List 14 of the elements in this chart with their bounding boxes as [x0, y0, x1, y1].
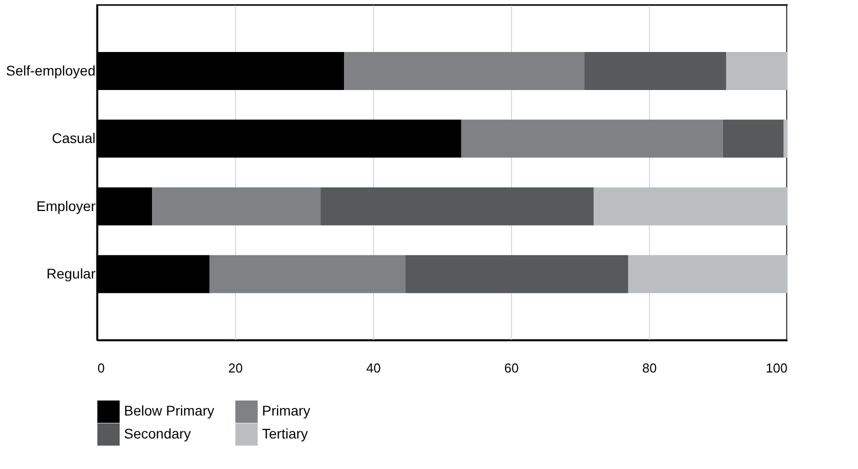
y-tick-label: Casual	[52, 130, 96, 146]
y-tick-label: Regular	[46, 266, 96, 282]
x-tick-label: 60	[504, 360, 519, 376]
legend-label: Secondary	[124, 426, 191, 442]
x-tick-label: 0	[98, 360, 105, 376]
legend-label: Tertiary	[262, 426, 308, 442]
y-tick-label: Employer	[36, 198, 96, 214]
x-tick-label: 80	[642, 360, 657, 376]
legend-label: Below Primary	[124, 402, 214, 419]
x-tick-label: 40	[366, 360, 381, 376]
y-tick-label: Self-employed	[6, 62, 96, 78]
x-tick-label: 100	[766, 360, 788, 376]
x-tick-label: 20	[228, 360, 243, 376]
legend-label: Primary	[262, 402, 310, 419]
